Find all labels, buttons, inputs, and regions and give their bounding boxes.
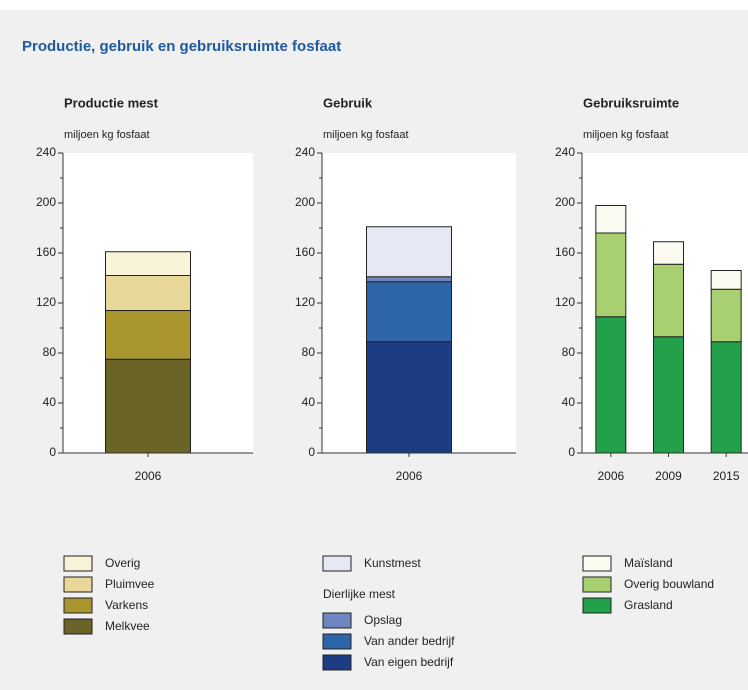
y-tick-label: 120 <box>555 295 575 309</box>
bar-segment <box>366 281 452 343</box>
legend-label: Melkvee <box>105 619 150 633</box>
chart-title: Gebruiksruimte <box>583 95 679 110</box>
bar-segment <box>653 336 684 454</box>
bar-segment <box>653 241 684 265</box>
legend-label: Pluimvee <box>105 577 155 591</box>
legend-swatch <box>63 576 93 593</box>
y-tick-label: 200 <box>36 195 56 209</box>
legend-label: Van eigen bedrijf <box>364 655 454 669</box>
y-tick-label: 160 <box>295 245 315 259</box>
chart-title: Productie mest <box>64 95 159 110</box>
bar-segment <box>105 358 191 454</box>
y-tick-label: 0 <box>308 445 315 459</box>
x-tick-label: 2015 <box>713 469 740 483</box>
bar-segment <box>366 341 452 454</box>
legend-swatch <box>63 618 93 635</box>
legend-swatch <box>322 654 352 671</box>
bar-segment <box>105 251 191 276</box>
legend-label: Van ander bedrijf <box>364 634 455 648</box>
y-tick-label: 80 <box>562 345 576 359</box>
page-title: Productie, gebruik en gebruiksruimte fos… <box>22 38 341 55</box>
y-tick-label: 40 <box>562 395 576 409</box>
y-tick-label: 120 <box>295 295 315 309</box>
legend-swatch <box>582 555 612 572</box>
bar-segment <box>710 288 742 343</box>
y-tick-label: 200 <box>295 195 315 209</box>
legend-label: Varkens <box>105 598 148 612</box>
legend-label: Overig bouwland <box>624 577 714 591</box>
bar-segment <box>710 341 742 454</box>
legend-swatch <box>322 555 352 572</box>
legend-label: Overig <box>105 556 140 570</box>
chart-title: Gebruik <box>323 95 373 110</box>
legend-label: Kunstmest <box>364 556 421 570</box>
top-strip <box>0 0 748 10</box>
x-tick-label: 2006 <box>135 469 162 483</box>
y-tick-label: 80 <box>302 345 316 359</box>
legend-swatch <box>582 597 612 614</box>
legend-label: Maïsland <box>624 556 673 570</box>
y-tick-label: 120 <box>36 295 56 309</box>
legend-swatch <box>582 576 612 593</box>
y-tick-label: 80 <box>43 345 57 359</box>
legend-label: Grasland <box>624 598 673 612</box>
y-tick-label: 40 <box>43 395 57 409</box>
bar-segment <box>653 263 684 338</box>
bar-segment <box>105 310 191 360</box>
bar-segment <box>105 275 191 311</box>
y-tick-label: 40 <box>302 395 316 409</box>
bar-segment <box>366 226 452 278</box>
legend-swatch <box>322 633 352 650</box>
y-tick-label: 240 <box>295 145 315 159</box>
legend-note: Dierlijke mest <box>323 587 396 601</box>
bar-segment <box>366 276 452 283</box>
bar-segment <box>595 232 627 318</box>
legend-swatch <box>63 597 93 614</box>
y-axis-label: miljoen kg fosfaat <box>583 129 669 141</box>
y-tick-label: 240 <box>555 145 575 159</box>
bar-segment <box>595 316 627 454</box>
legend-swatch <box>63 555 93 572</box>
y-axis-label: miljoen kg fosfaat <box>64 129 150 141</box>
y-tick-label: 200 <box>555 195 575 209</box>
x-tick-label: 2006 <box>597 469 624 483</box>
y-axis-label: miljoen kg fosfaat <box>323 129 409 141</box>
y-tick-label: 0 <box>568 445 575 459</box>
bar-segment <box>595 205 627 234</box>
y-tick-label: 240 <box>36 145 56 159</box>
x-tick-label: 2009 <box>655 469 682 483</box>
y-tick-label: 0 <box>49 445 56 459</box>
x-tick-label: 2006 <box>396 469 423 483</box>
bar-segment <box>710 270 742 290</box>
legend-label: Opslag <box>364 613 402 627</box>
y-tick-label: 160 <box>36 245 56 259</box>
legend-swatch <box>322 612 352 629</box>
y-tick-label: 160 <box>555 245 575 259</box>
